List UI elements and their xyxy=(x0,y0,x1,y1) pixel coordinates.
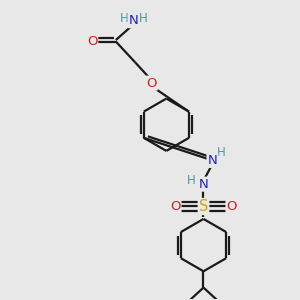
Text: O: O xyxy=(87,35,97,48)
Text: H: H xyxy=(139,12,148,25)
Text: N: N xyxy=(129,14,139,27)
Text: N: N xyxy=(208,154,217,167)
Text: H: H xyxy=(120,12,128,25)
Text: S: S xyxy=(199,199,208,214)
Text: O: O xyxy=(146,76,157,90)
Text: O: O xyxy=(226,200,237,213)
Text: H: H xyxy=(187,174,195,187)
Text: H: H xyxy=(217,146,226,160)
Text: N: N xyxy=(199,178,208,191)
Text: O: O xyxy=(170,200,181,213)
